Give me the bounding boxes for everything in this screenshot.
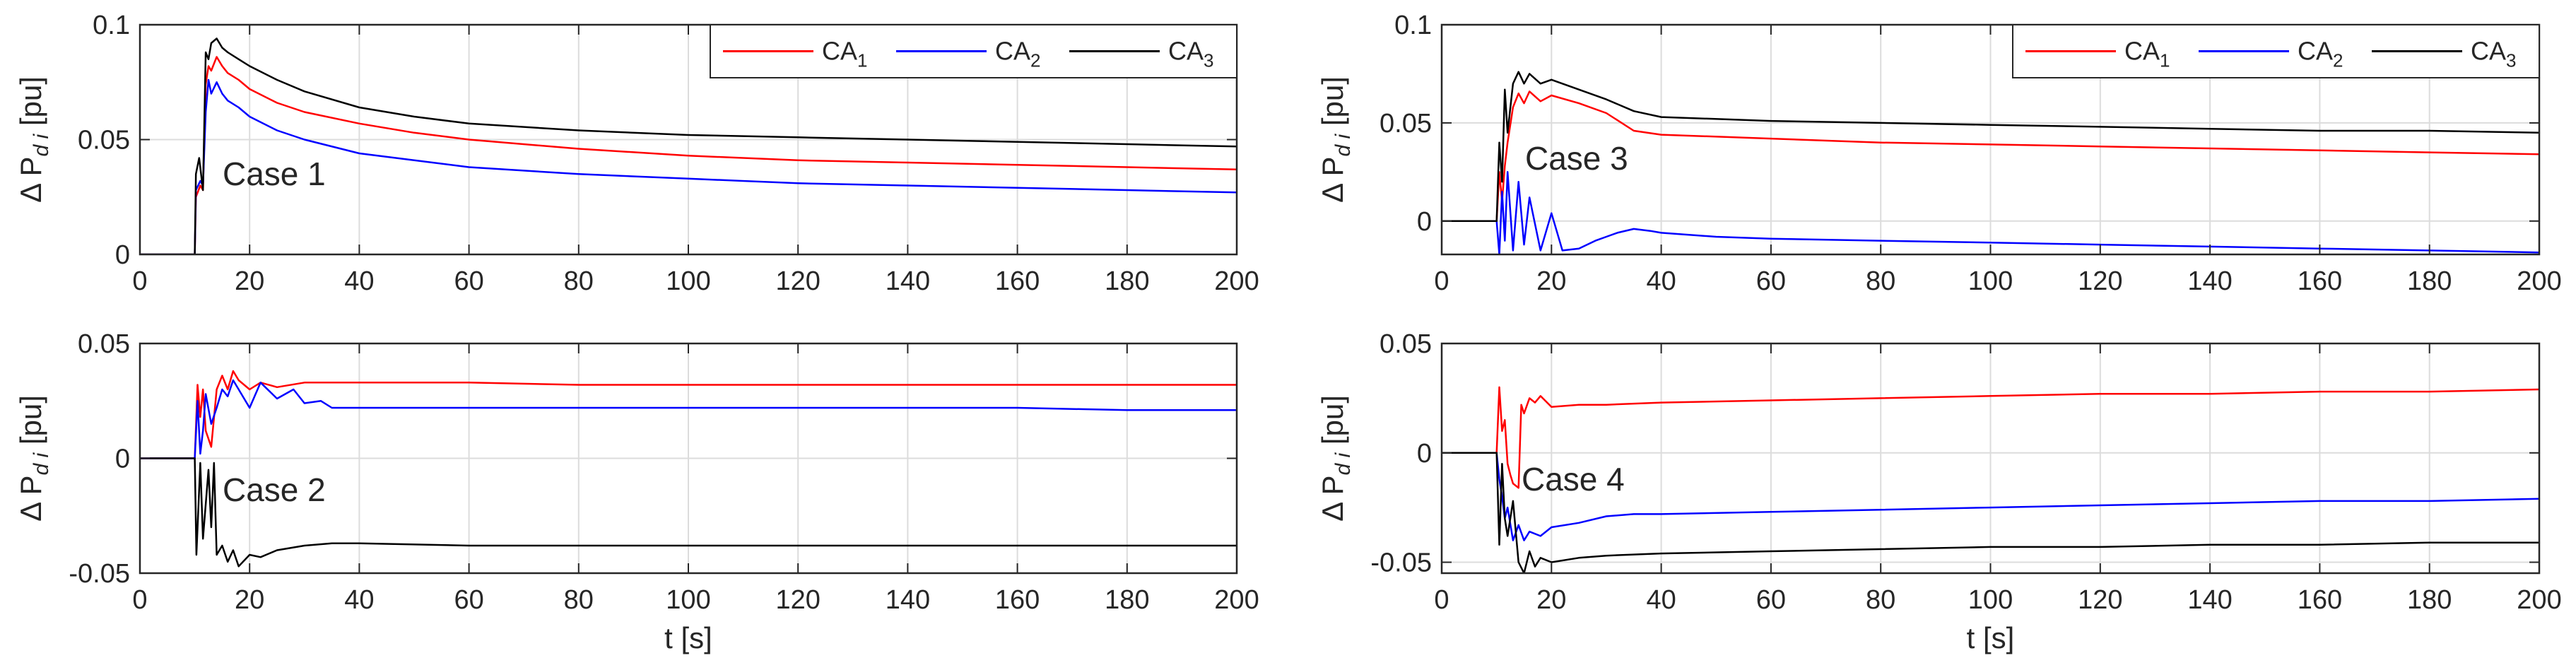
series-group: [1442, 386, 2539, 573]
case-annotation: Case 4: [1522, 461, 1625, 498]
legend-label: CA2: [995, 37, 1040, 71]
x-axis-label: t [s]: [664, 621, 712, 654]
y-axis-label: Δ Pd i [pu]: [14, 76, 53, 203]
x-tick-label: 180: [1105, 266, 1149, 296]
x-tick-label: 20: [1536, 585, 1566, 615]
legend-label: CA1: [822, 37, 867, 71]
x-tick-label: 0: [132, 585, 147, 615]
x-tick-label: 60: [454, 585, 483, 615]
y-tick-label: 0.1: [93, 11, 130, 40]
chart-panel-top-right: 0 20 40 60 80 100 120 140 160 180 200 0 0.05 0.1 Δ Pd …: [1316, 11, 2562, 296]
series-line-ca1: [140, 370, 1237, 459]
x-tick-label: 60: [1756, 585, 1786, 615]
x-tick-label: 140: [2187, 266, 2232, 296]
x-tick-label: 120: [2078, 266, 2122, 296]
x-tick-label: 0: [1434, 585, 1449, 615]
legend: CA1 CA2 CA3: [710, 24, 1237, 78]
x-tick-label: 160: [995, 585, 1040, 615]
case-annotation: Case 3: [1525, 140, 1628, 177]
x-tick-label: 180: [2407, 585, 2452, 615]
legend: CA1 CA2 CA3: [2012, 24, 2540, 78]
legend-label: CA3: [1168, 37, 1213, 71]
y-tick-label: -0.05: [1370, 548, 1432, 578]
x-tick-label: 60: [1756, 266, 1786, 296]
y-tick-label: 0: [115, 445, 130, 474]
x-tick-label: 160: [2298, 585, 2342, 615]
y-tick-label: 0.05: [1380, 109, 1432, 139]
series-line-ca1: [1442, 90, 2539, 223]
x-tick-label: 140: [886, 266, 930, 296]
x-tick-label: 120: [775, 266, 820, 296]
x-tick-label: 40: [344, 585, 374, 615]
series-group: [1442, 71, 2539, 254]
x-tick-label: 0: [132, 266, 147, 296]
x-tick-label: 140: [2187, 585, 2232, 615]
x-tick-label: 100: [666, 585, 710, 615]
x-tick-label: 20: [1536, 266, 1566, 296]
x-tick-label: 200: [1214, 585, 1259, 615]
chart-panel-top-left: 0 20 40 60 80 100 120 140 160 180 200 0 0.05 0.1 Δ Pd …: [14, 11, 1259, 296]
x-tick-label: 40: [1646, 266, 1676, 296]
x-tick-label: 60: [454, 266, 483, 296]
x-tick-label: 0: [1434, 266, 1449, 296]
x-tick-label: 40: [1646, 585, 1676, 615]
y-tick-label: 0: [1417, 439, 1432, 469]
y-axis-label: Δ Pd i [pu]: [14, 395, 53, 522]
x-tick-label: 180: [1105, 585, 1149, 615]
legend-label: CA3: [2471, 37, 2516, 71]
legend-label: CA1: [2124, 37, 2170, 71]
series-line-ca2: [140, 379, 1237, 459]
case-annotation: Case 2: [223, 471, 326, 508]
y-tick-label: 0.05: [1380, 329, 1432, 359]
x-tick-label: 160: [995, 266, 1040, 296]
y-tick-label: 0: [1417, 207, 1432, 237]
series-line-ca3: [1442, 452, 2539, 573]
x-tick-label: 140: [886, 585, 930, 615]
x-tick-label: 120: [775, 585, 820, 615]
series-group: [140, 37, 1237, 254]
x-tick-label: 80: [564, 266, 594, 296]
series-line-ca3: [1442, 71, 2539, 223]
legend-label: CA2: [2298, 37, 2343, 71]
x-tick-label: 40: [344, 266, 374, 296]
y-axis-label: Δ Pd i [pu]: [1316, 395, 1355, 522]
series-group: [140, 370, 1237, 568]
x-tick-label: 180: [2407, 266, 2452, 296]
y-tick-label: 0: [115, 240, 130, 270]
x-tick-label: 200: [2517, 585, 2561, 615]
x-tick-label: 120: [2078, 585, 2122, 615]
y-tick-label: 0.05: [78, 329, 130, 359]
y-axis-label: Δ Pd i [pu]: [1316, 76, 1355, 203]
series-line-ca1: [1442, 386, 2539, 489]
x-tick-label: 80: [1866, 266, 1895, 296]
x-tick-label: 200: [2517, 266, 2561, 296]
x-tick-label: 100: [1968, 585, 2013, 615]
series-line-ca2: [1442, 171, 2539, 254]
y-tick-label: -0.05: [69, 559, 130, 589]
series-line-ca3: [140, 37, 1237, 254]
x-tick-label: 80: [564, 585, 594, 615]
y-tick-label: 0.1: [1394, 11, 1432, 40]
x-tick-label: 80: [1866, 585, 1895, 615]
x-tick-label: 100: [1968, 266, 2013, 296]
x-tick-label: 20: [235, 585, 264, 615]
x-tick-label: 20: [235, 266, 264, 296]
y-tick-label: 0.05: [78, 126, 130, 155]
x-axis-label: t [s]: [1967, 621, 2015, 654]
x-tick-label: 200: [1214, 266, 1259, 296]
x-tick-label: 100: [666, 266, 710, 296]
series-line-ca3: [140, 457, 1237, 568]
case-annotation: Case 1: [223, 155, 326, 192]
x-tick-label: 160: [2298, 266, 2342, 296]
